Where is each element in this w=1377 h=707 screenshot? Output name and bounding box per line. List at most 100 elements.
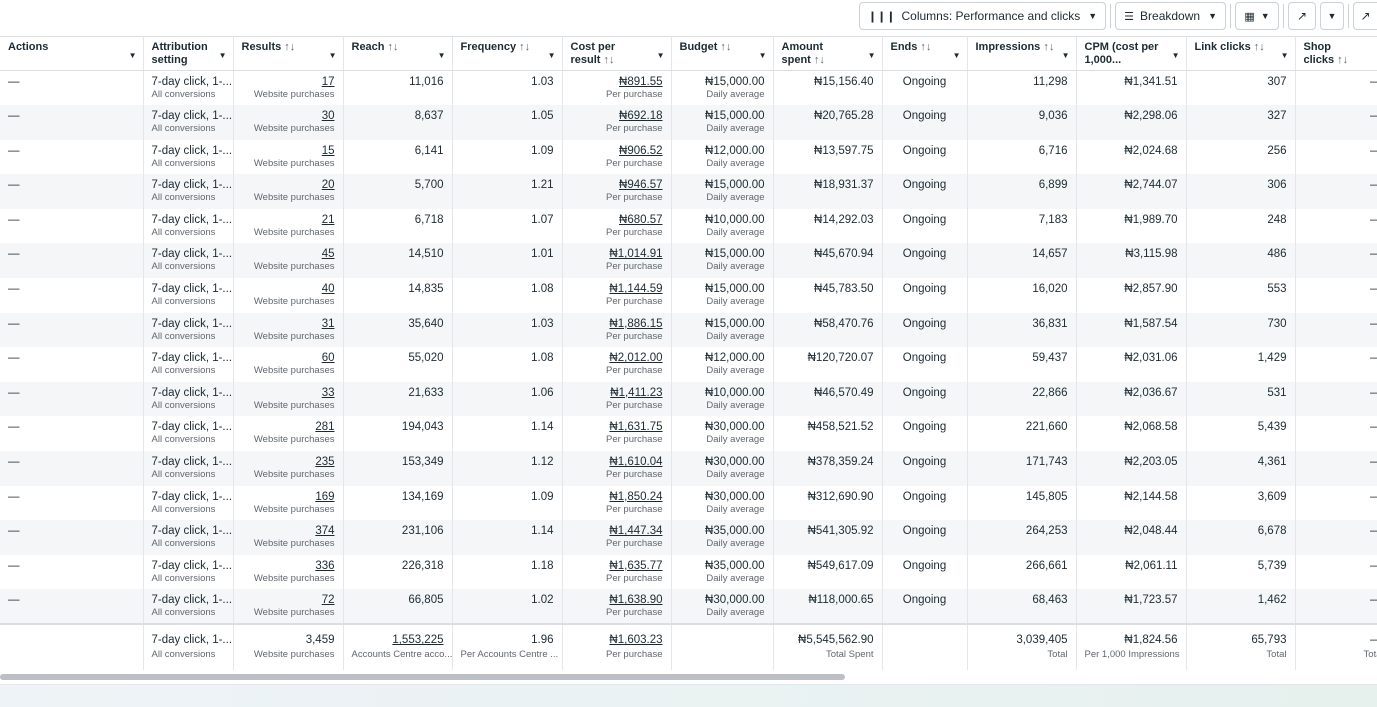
cell-results[interactable]: 21 Website purchases: [233, 208, 344, 244]
cell-results[interactable]: 336 Website purchases: [233, 554, 344, 590]
cell-results[interactable]: 30 Website purchases: [233, 105, 344, 140]
cell-results[interactable]: 33 Website purchases: [233, 381, 344, 417]
table-row[interactable]: —7-day click, 1-... All conversions 60 Webs…: [0, 347, 1377, 382]
table-row[interactable]: —7-day click, 1-... All conversions 33 Webs…: [0, 381, 1377, 417]
chevron-down-icon[interactable]: ▼: [437, 51, 446, 60]
table-row[interactable]: —7-day click, 1-... All conversions 235 Web…: [0, 451, 1377, 486]
table-row[interactable]: —7-day click, 1-... All conversions 281 Web…: [0, 416, 1377, 452]
chevron-down-icon[interactable]: ▼: [656, 51, 665, 60]
table-row[interactable]: —7-day click, 1-... All conversions 374 Web…: [0, 520, 1377, 555]
cell-cost-per-result[interactable]: ₦1,638.90 Per purchase: [562, 589, 672, 624]
column-header[interactable]: Actions ▼: [0, 36, 144, 71]
cell-cost-per-result[interactable]: ₦692.18 Per purchase: [562, 105, 672, 140]
totals-impressions: 3,039,405 Total: [967, 623, 1077, 670]
cell-cost-per-result[interactable]: ₦2,012.00 Per purchase: [562, 347, 672, 382]
breakdown-button[interactable]: ☰ Breakdown ▼: [1115, 2, 1226, 30]
cell-cost-per-result[interactable]: ₦1,411.23 Per purchase: [562, 381, 672, 417]
cell-cost-per-result[interactable]: ₦1,144.59 Per purchase: [562, 278, 672, 313]
chevron-down-icon[interactable]: ▼: [1280, 51, 1289, 60]
cell-cost-per-result[interactable]: ₦1,610.04 Per purchase: [562, 451, 672, 486]
cell-results[interactable]: 20 Website purchases: [233, 174, 344, 209]
scrollbar-thumb[interactable]: [0, 674, 845, 680]
cell-results[interactable]: 31 Website purchases: [233, 312, 344, 348]
table-row[interactable]: —7-day click, 1-... All conversions 21 Webs…: [0, 208, 1377, 244]
horizontal-scrollbar[interactable]: [0, 673, 1377, 681]
column-header[interactable]: Attribution setting ▼: [143, 36, 234, 71]
cell-results[interactable]: 169 Website purchases: [233, 485, 344, 521]
column-header[interactable]: Budget ↑↓ ▼: [671, 36, 774, 71]
columns-button[interactable]: ❙❙❙ Columns: Performance and clicks ▼: [858, 2, 1107, 30]
export-menu-button[interactable]: ▼: [1320, 2, 1344, 30]
cell-results[interactable]: 72 Website purchases: [233, 589, 344, 624]
sort-icon[interactable]: ↑↓: [284, 41, 296, 53]
chevron-down-icon[interactable]: ▼: [1376, 49, 1377, 62]
cell-cost-per-result[interactable]: ₦1,447.34 Per purchase: [562, 520, 672, 555]
sort-icon[interactable]: ↑↓: [920, 41, 932, 53]
cell-results[interactable]: 45 Website purchases: [233, 243, 344, 279]
breakdown-button-label: Breakdown: [1140, 9, 1201, 23]
sort-icon[interactable]: ↑↓: [720, 41, 732, 53]
totals-cost-per-result[interactable]: ₦1,603.23 Per purchase: [562, 623, 672, 670]
column-header[interactable]: CPM (cost per 1,000... ▼: [1076, 36, 1187, 71]
export-button[interactable]: ↗: [1288, 2, 1316, 30]
cell-shop-clicks: —: [1295, 451, 1377, 486]
table-row[interactable]: —7-day click, 1-... All conversions 20 Webs…: [0, 174, 1377, 209]
column-header[interactable]: Reach ↑↓ ▼: [343, 36, 453, 71]
cell-amount-spent: ₦18,931.37: [773, 174, 883, 209]
chevron-down-icon[interactable]: ▼: [1061, 51, 1070, 60]
column-header[interactable]: Shop clicks↑↓ ▼: [1295, 36, 1377, 71]
cell-cost-per-result[interactable]: ₦680.57 Per purchase: [562, 208, 672, 244]
cell-cost-per-result[interactable]: ₦906.52 Per purchase: [562, 139, 672, 175]
table-row[interactable]: —7-day click, 1-... All conversions 30 Webs…: [0, 105, 1377, 140]
table-row[interactable]: —7-day click, 1-... All conversions 169 Web…: [0, 485, 1377, 521]
cell-cost-per-result[interactable]: ₦1,631.75 Per purchase: [562, 416, 672, 452]
cell-results[interactable]: 281 Website purchases: [233, 416, 344, 452]
cell-cost-per-result[interactable]: ₦1,635.77 Per purchase: [562, 554, 672, 590]
sort-icon[interactable]: ↑↓: [1337, 54, 1349, 66]
cell-amount-spent: ₦14,292.03: [773, 208, 883, 244]
cell-cost-per-result[interactable]: ₦1,886.15 Per purchase: [562, 312, 672, 348]
column-header[interactable]: Impressions ↑↓ ▼: [967, 36, 1077, 71]
chevron-down-icon[interactable]: ▼: [328, 51, 337, 60]
sort-icon[interactable]: ↑↓: [813, 54, 825, 66]
cell-cost-per-result[interactable]: ₦1,850.24 Per purchase: [562, 485, 672, 521]
sort-icon[interactable]: ↑↓: [519, 41, 531, 53]
cell-results[interactable]: 235 Website purchases: [233, 451, 344, 486]
charts-button[interactable]: ↗: [1353, 2, 1377, 30]
chevron-down-icon[interactable]: ▼: [758, 51, 767, 60]
table-row[interactable]: —7-day click, 1-... All conversions 40 Webs…: [0, 278, 1377, 313]
cell-cost-per-result[interactable]: ₦1,014.91 Per purchase: [562, 243, 672, 279]
cell-results[interactable]: 60 Website purchases: [233, 347, 344, 382]
sort-icon[interactable]: ↑↓: [603, 54, 615, 66]
chevron-down-icon[interactable]: ▼: [547, 51, 556, 60]
table-row[interactable]: —7-day click, 1-... All conversions 336 Web…: [0, 554, 1377, 590]
cell-ends: Ongoing: [882, 105, 968, 140]
column-header[interactable]: Ends ↑↓ ▼: [882, 36, 968, 71]
reports-button[interactable]: ▦ ▼: [1235, 2, 1279, 30]
totals-reach[interactable]: 1,553,225 Accounts Centre acco...: [343, 623, 453, 670]
table-row[interactable]: —7-day click, 1-... All conversions 15 Webs…: [0, 139, 1377, 175]
table-row[interactable]: —7-day click, 1-... All conversions 45 Webs…: [0, 243, 1377, 279]
sort-icon[interactable]: ↑↓: [1253, 41, 1265, 53]
column-header[interactable]: Link clicks ↑↓ ▼: [1186, 36, 1296, 71]
chevron-down-icon[interactable]: ▼: [218, 51, 227, 60]
chevron-down-icon[interactable]: ▼: [1171, 51, 1180, 60]
cell-results[interactable]: 374 Website purchases: [233, 520, 344, 555]
column-header[interactable]: Cost per result ↑↓ ▼: [562, 36, 672, 71]
cell-results[interactable]: 17 Website purchases: [233, 70, 344, 106]
chevron-down-icon[interactable]: ▼: [952, 51, 961, 60]
table-row[interactable]: —7-day click, 1-... All conversions 31 Webs…: [0, 312, 1377, 348]
cell-cost-per-result[interactable]: ₦946.57 Per purchase: [562, 174, 672, 209]
chevron-down-icon[interactable]: ▼: [128, 51, 137, 60]
table-row[interactable]: —7-day click, 1-... All conversions 72 Webs…: [0, 589, 1377, 624]
table-row[interactable]: —7-day click, 1-... All conversions 17 Webs…: [0, 70, 1377, 106]
cell-results[interactable]: 40 Website purchases: [233, 278, 344, 313]
sort-icon[interactable]: ↑↓: [387, 41, 399, 53]
cell-results[interactable]: 15 Website purchases: [233, 139, 344, 175]
cell-cost-per-result[interactable]: ₦891.55 Per purchase: [562, 70, 672, 106]
column-header[interactable]: Results ↑↓ ▼: [233, 36, 344, 71]
sort-icon[interactable]: ↑↓: [1043, 41, 1055, 53]
column-header[interactable]: Frequency ↑↓ ▼: [452, 36, 563, 71]
column-header[interactable]: Amount spent ↑↓ ▼: [773, 36, 883, 71]
chevron-down-icon[interactable]: ▼: [867, 51, 876, 60]
